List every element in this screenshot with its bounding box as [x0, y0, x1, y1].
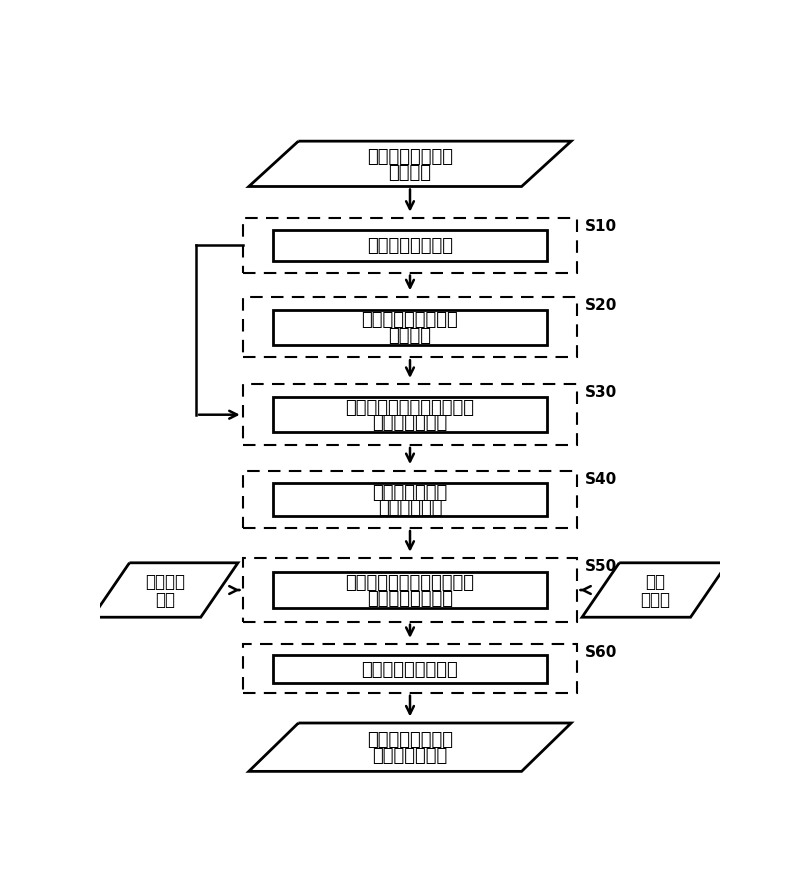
Text: 土地类型: 土地类型	[389, 326, 431, 344]
Text: S50: S50	[585, 559, 617, 574]
FancyBboxPatch shape	[242, 645, 578, 693]
Bar	[273, 310, 547, 345]
FancyBboxPatch shape	[242, 385, 578, 445]
Text: 成像几何: 成像几何	[145, 572, 185, 590]
Text: 控制点: 控制点	[640, 591, 670, 609]
FancyBboxPatch shape	[242, 559, 578, 622]
Text: 极化干涉合成孔径: 极化干涉合成孔径	[367, 148, 453, 166]
Bar	[273, 654, 547, 683]
FancyBboxPatch shape	[242, 219, 578, 274]
Text: 分别估计各子块: 分别估计各子块	[372, 484, 448, 502]
Bar	[273, 483, 547, 517]
Text: 极化分类区分不同的: 极化分类区分不同的	[362, 311, 458, 329]
Text: 构成的若干子块: 构成的若干子块	[372, 414, 448, 432]
Text: 完整的地形高度: 完整的地形高度	[372, 746, 448, 764]
Text: S40: S40	[585, 471, 617, 486]
Bar	[273, 572, 547, 609]
FancyBboxPatch shape	[242, 298, 578, 358]
Text: 地面: 地面	[645, 572, 665, 590]
Text: S60: S60	[585, 645, 618, 660]
Text: 复杂土地类型区域: 复杂土地类型区域	[367, 730, 453, 748]
Bar	[273, 398, 547, 433]
FancyBboxPatch shape	[242, 471, 578, 528]
Text: S30: S30	[585, 385, 617, 400]
Text: 将数据划分为土地类型较为: 将数据划分为土地类型较为	[346, 399, 474, 417]
Text: 极化干涉数据滤波: 极化干涉数据滤波	[367, 237, 453, 255]
Text: 地形干涉相位: 地形干涉相位	[378, 498, 442, 516]
Text: 组合各子块地形高度: 组合各子块地形高度	[362, 660, 458, 678]
Text: 位，估计地形高度: 位，估计地形高度	[367, 589, 453, 607]
Text: S10: S10	[585, 219, 617, 234]
Bar	[273, 231, 547, 262]
Text: 雷达数据: 雷达数据	[389, 164, 431, 181]
Text: 并行处理各子块地形干涉相: 并行处理各子块地形干涉相	[346, 573, 474, 591]
Text: S20: S20	[585, 298, 618, 313]
Text: 参数: 参数	[155, 591, 175, 609]
